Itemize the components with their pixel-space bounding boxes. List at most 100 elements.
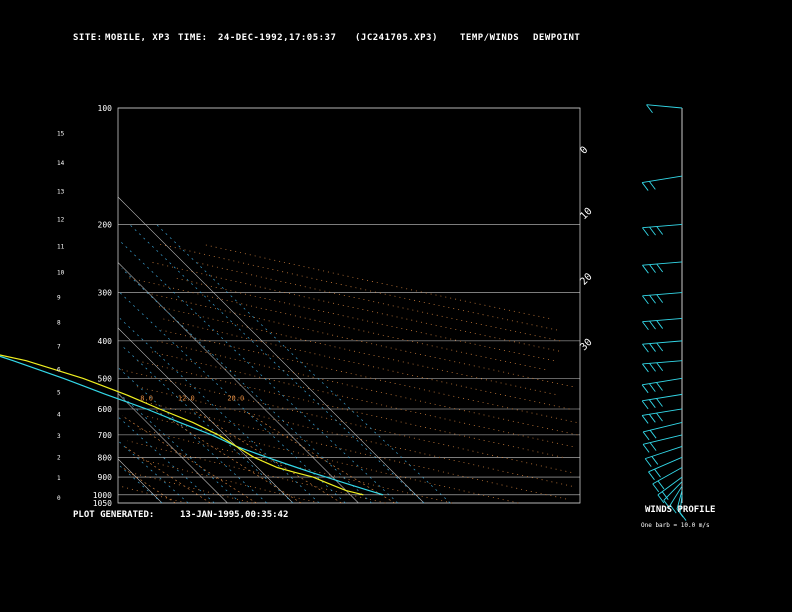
moist-adiabat-line	[129, 224, 425, 504]
wind-barb-shaft	[642, 261, 683, 266]
dry-adiabat-line	[174, 277, 554, 362]
dry-adiabat-line	[145, 292, 573, 387]
wind-barb-shaft	[669, 485, 683, 506]
moist-adiabat-line	[119, 240, 399, 504]
dry-adiabat-line	[159, 243, 558, 331]
height-km-label: 12	[57, 216, 65, 223]
wind-barb-shaft	[676, 490, 683, 510]
wind-barb-shaft	[642, 434, 683, 445]
dry-adiabat-line	[136, 360, 563, 458]
dry-adiabat-line	[156, 305, 556, 395]
wind-barb-flag	[656, 226, 664, 235]
dry-adiabat-line	[127, 440, 386, 504]
wind-barb-flag	[642, 363, 649, 373]
pressure-tick-label: 900	[98, 473, 113, 482]
file-id: (JC241705.XP3)	[355, 33, 438, 43]
wind-barb-flag	[656, 342, 664, 352]
dry-adiabat-line	[129, 277, 546, 371]
height-km-label: 1	[57, 475, 61, 482]
moist-adiabat-line	[118, 367, 268, 504]
height-km-label: 4	[57, 412, 61, 419]
wind-barb-flag	[657, 494, 665, 504]
height-km-label: 2	[57, 454, 61, 461]
wind-barb-flag	[651, 456, 659, 465]
pressure-tick-label: 1050	[93, 499, 112, 508]
moist-adiabat-line	[119, 394, 241, 504]
dry-adiabat-line	[148, 350, 573, 447]
time-label: TIME:	[178, 33, 208, 43]
wind-barb-flag	[642, 321, 649, 330]
dry-adiabat-line	[149, 261, 560, 352]
height-km-label: 7	[57, 343, 61, 350]
mixing-ratio-label: 12.0	[178, 394, 195, 402]
wind-barb-shaft	[652, 467, 683, 485]
dry-adiabat-line	[160, 318, 570, 410]
mixing-ratio-label: 20.0	[227, 394, 244, 402]
wind-barb-flag	[656, 382, 663, 391]
wind-barb-shaft	[642, 175, 683, 184]
dry-adiabat-line	[136, 386, 572, 487]
height-km-label: 15	[57, 130, 65, 137]
site-label: SITE:	[73, 33, 103, 43]
dry-adiabat-line	[193, 261, 561, 342]
wind-barb-flag	[648, 471, 655, 481]
label-layer: 1050100090080070060050040030020010001020…	[57, 104, 595, 508]
isotherm-right-label: 20	[578, 271, 594, 287]
moist-adiabat-line	[119, 465, 163, 504]
winds-profile-panel	[641, 104, 687, 521]
wind-barb-flag	[646, 104, 653, 113]
height-km-label: 0	[57, 495, 61, 502]
dry-adiabat-line	[132, 456, 320, 504]
wind-barb-flag	[642, 343, 649, 353]
wind-barb-flag	[641, 415, 649, 424]
pressure-tick-label: 1000	[93, 491, 112, 500]
pressure-tick-label: 100	[98, 104, 113, 113]
wind-barb-flag	[649, 363, 656, 372]
mixing-ratio-line	[122, 467, 176, 504]
wind-barb-flag	[649, 226, 656, 236]
dry-adiabat-line	[156, 340, 578, 436]
pressure-tick-label: 500	[98, 374, 113, 383]
mixing-ratio-line	[153, 408, 302, 504]
height-km-label: 14	[57, 160, 65, 167]
wind-barb-flag	[641, 400, 649, 410]
moist-adiabat-line	[119, 441, 189, 504]
isotherm-line	[117, 458, 163, 504]
wind-barb-flag	[649, 429, 657, 439]
profile-layer	[0, 354, 384, 496]
wind-barb-shaft	[657, 476, 683, 496]
wind-barb-shaft	[646, 104, 683, 109]
wind-barb-flag	[648, 399, 656, 408]
mixing-ratio-line	[191, 408, 342, 504]
pressure-tick-label: 600	[98, 405, 113, 414]
dewpoint-profile-line	[0, 354, 364, 496]
site-value: MOBILE, XP3	[105, 33, 171, 43]
time-value: 24-DEC-1992,17:05:37	[218, 33, 337, 43]
isotherm-line	[117, 196, 425, 504]
wind-barb-shaft	[642, 292, 683, 297]
wind-barb-flag	[656, 362, 664, 372]
wind-barb-flag	[642, 227, 649, 236]
height-km-label: 5	[57, 389, 61, 396]
wind-barb-flag	[648, 414, 656, 423]
wind-barb-flag	[642, 444, 650, 453]
wind-barb-flag	[654, 468, 661, 478]
wind-barb-flag	[648, 383, 656, 392]
wind-barb-flag	[676, 508, 684, 518]
wind-barb-shaft	[642, 360, 683, 365]
wind-barb-flag	[661, 491, 669, 500]
pressure-tick-label: 200	[98, 220, 113, 229]
legend-temp: TEMP/WINDS	[460, 33, 520, 43]
grid-layer	[117, 107, 581, 504]
wind-barb-flag	[649, 294, 656, 304]
pressure-tick-label: 400	[98, 337, 113, 346]
wind-barb-flag	[649, 320, 656, 330]
height-km-label: 8	[57, 319, 61, 326]
wind-barb-shaft	[648, 456, 683, 473]
moist-adiabat-line	[119, 292, 346, 504]
isotherm-line	[117, 327, 294, 504]
wind-barb-flag	[663, 500, 671, 509]
pressure-tick-label: 700	[98, 431, 113, 440]
height-km-label: 13	[57, 189, 65, 196]
